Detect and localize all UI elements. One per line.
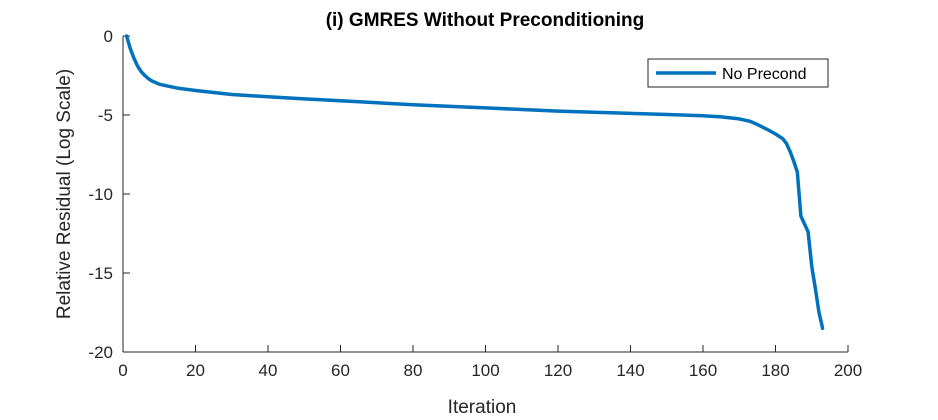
y-tick-label: 0 [104,27,113,46]
x-tick-label: 40 [259,361,278,380]
x-tick-label: 140 [616,361,644,380]
x-tick-label: 0 [118,361,127,380]
y-tick-label: -5 [98,106,113,125]
y-ticks: 0 -5 -10 -15 -20 [88,27,130,362]
legend: No Precond [647,58,829,88]
x-axis-label: Iteration [448,397,517,418]
x-tick-label: 160 [689,361,717,380]
x-tick-label: 120 [544,361,572,380]
x-tick-label: 180 [761,361,789,380]
x-tick-label: 20 [186,361,205,380]
y-axis-label: Relative Residual (Log Scale) [54,69,75,319]
x-ticks: 0 20 40 60 80 100 120 140 160 180 200 [118,345,862,380]
chart-title: (i) GMRES Without Preconditioning [326,10,645,31]
x-tick-label: 200 [834,361,862,380]
x-tick-label: 80 [404,361,423,380]
x-tick-label: 100 [471,361,499,380]
x-tick-label: 60 [331,361,350,380]
series-line-no-precond [124,34,825,331]
y-tick-label: -20 [88,343,113,362]
series-layer [124,34,825,331]
y-tick-label: -15 [88,264,113,283]
legend-label: No Precond [722,66,807,83]
y-tick-label: -10 [88,185,113,204]
